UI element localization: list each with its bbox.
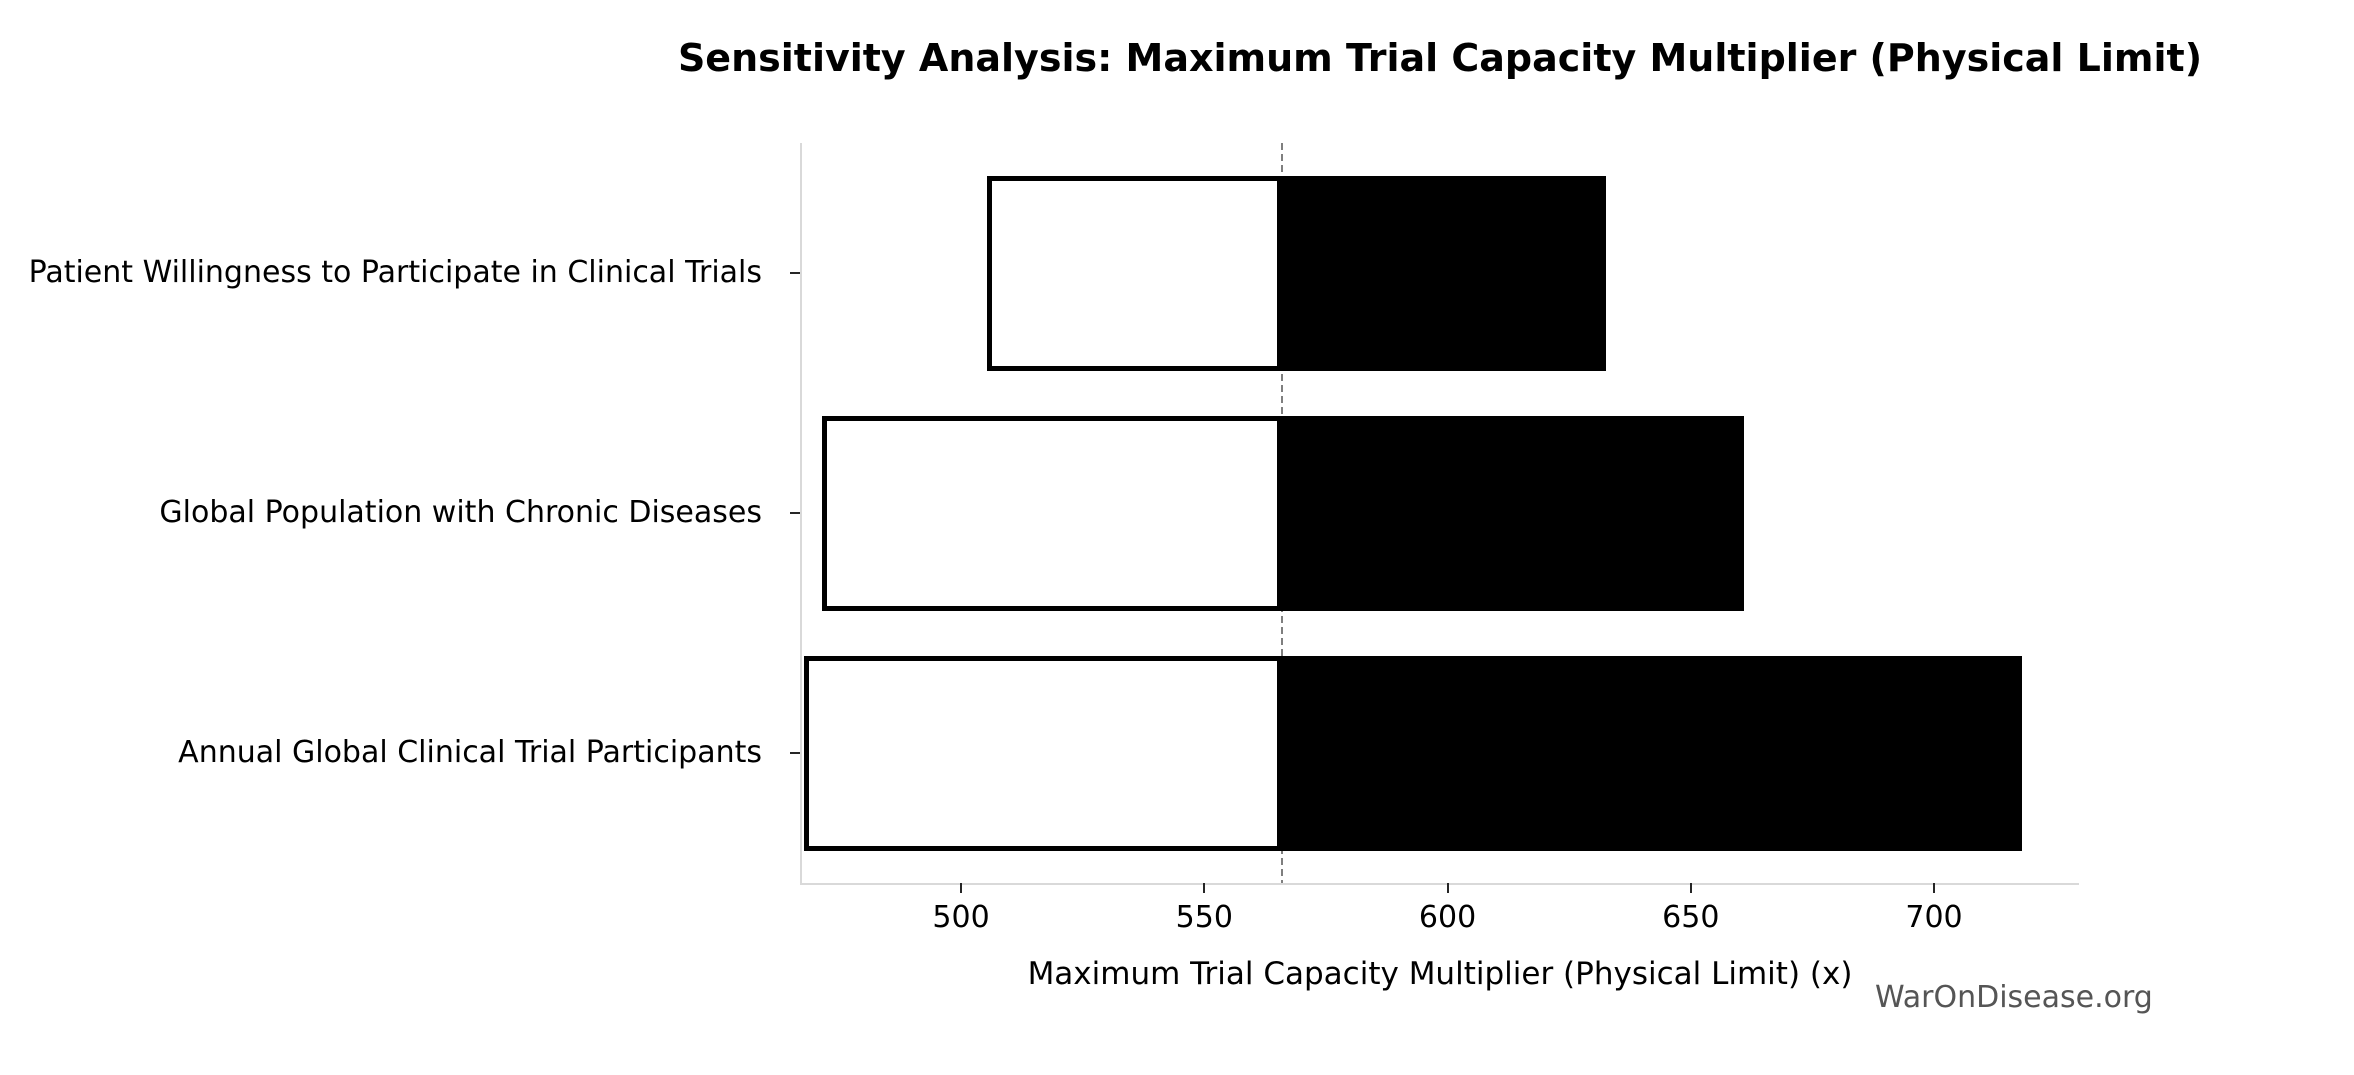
y-tick xyxy=(790,512,800,514)
x-tick xyxy=(1203,883,1206,893)
y-tick-label: Global Population with Chronic Diseases xyxy=(159,495,762,530)
x-tick xyxy=(1933,883,1936,893)
y-axis-spine xyxy=(800,143,802,885)
x-tick-label: 550 xyxy=(1175,900,1233,935)
x-tick-label: 650 xyxy=(1662,900,1720,935)
tornado-bar-low xyxy=(986,175,1283,371)
tornado-bar-high xyxy=(1282,175,1607,371)
x-tick-label: 700 xyxy=(1905,900,1963,935)
x-tick xyxy=(1689,883,1692,893)
tornado-bar-high xyxy=(1282,655,2022,851)
x-axis-spine xyxy=(800,883,2079,885)
x-tick-label: 500 xyxy=(932,900,990,935)
y-tick xyxy=(790,272,800,274)
x-tick xyxy=(1446,883,1449,893)
y-tick-label: Annual Global Clinical Trial Participant… xyxy=(178,735,762,770)
tornado-bar-low xyxy=(821,415,1283,611)
tornado-bar-high xyxy=(1282,415,1744,611)
chart-title: Sensitivity Analysis: Maximum Trial Capa… xyxy=(677,36,2203,80)
plot-area: 500 550 600 650 700 xyxy=(790,143,2079,935)
watermark: WarOnDisease.org xyxy=(1875,980,2153,1015)
y-tick-label: Patient Willingness to Participate in Cl… xyxy=(28,255,762,290)
tornado-bar-low xyxy=(803,655,1283,851)
y-tick xyxy=(790,752,800,754)
x-tick xyxy=(960,883,963,893)
x-tick-label: 600 xyxy=(1418,900,1477,935)
x-axis-label: Maximum Trial Capacity Multiplier (Physi… xyxy=(1027,956,1853,992)
